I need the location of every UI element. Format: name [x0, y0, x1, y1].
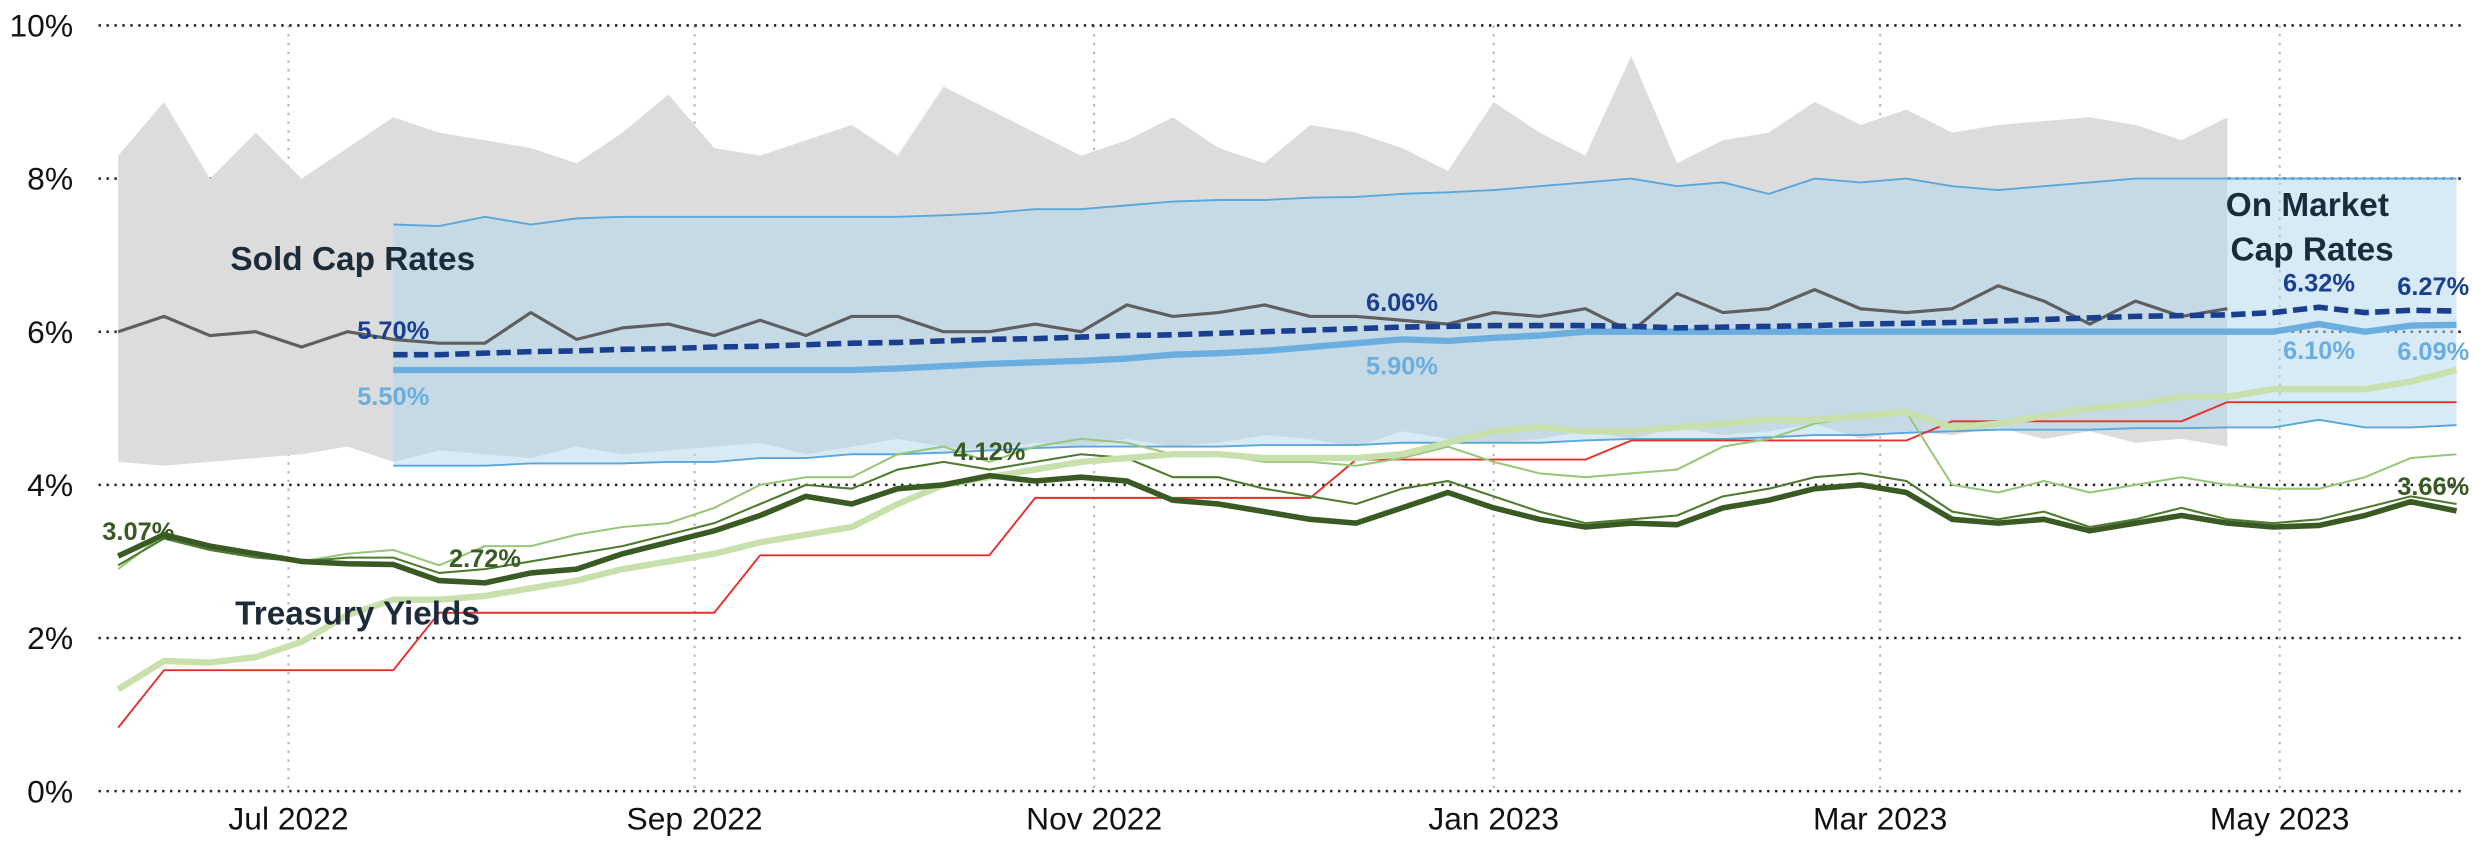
data-label: 6.10% [2283, 337, 2355, 365]
annotation: Sold Cap Rates [230, 241, 475, 278]
data-label: 6.32% [2283, 269, 2355, 297]
data-label: 6.09% [2397, 338, 2469, 366]
data-label: 6.06% [1366, 289, 1438, 317]
annotation: Treasury Yields [235, 595, 480, 632]
data-label: 6.27% [2397, 273, 2469, 301]
band-edge [393, 177, 2457, 228]
data-label: 3.66% [2397, 473, 2469, 501]
data-label: 4.12% [953, 438, 1025, 466]
x-tick-label: Jan 2023 [1428, 800, 1559, 836]
x-tick-label: Sep 2022 [627, 800, 763, 836]
series-line [116, 366, 2458, 693]
data-label: 3.07% [102, 518, 174, 546]
y-tick-label: 2% [27, 620, 73, 656]
band-edge [393, 418, 2457, 467]
series-line [117, 284, 2228, 349]
x-tick-label: Mar 2023 [1813, 800, 1947, 836]
data-label: 5.70% [357, 317, 429, 345]
x-tick-label: Jul 2022 [228, 800, 348, 836]
x-tick-label: Nov 2022 [1026, 800, 1162, 836]
annotation: On Market [2226, 187, 2389, 224]
data-label: 5.50% [357, 383, 429, 411]
y-tick-label: 6% [27, 314, 73, 350]
y-tick-label: 8% [27, 161, 73, 197]
data-label: 2.72% [449, 545, 521, 573]
series-line [116, 472, 2458, 586]
data-label: 5.90% [1366, 352, 1438, 380]
series-line [117, 401, 2457, 729]
series-line [393, 304, 2457, 358]
series-line [117, 453, 2457, 574]
y-tick-label: 0% [27, 773, 73, 809]
series-line [117, 411, 2457, 570]
x-tick-label: May 2023 [2210, 800, 2350, 836]
series-line [393, 320, 2457, 374]
y-tick-label: 4% [27, 467, 73, 503]
y-tick-label: 10% [10, 8, 74, 44]
annotation: Cap Rates [2231, 232, 2394, 269]
